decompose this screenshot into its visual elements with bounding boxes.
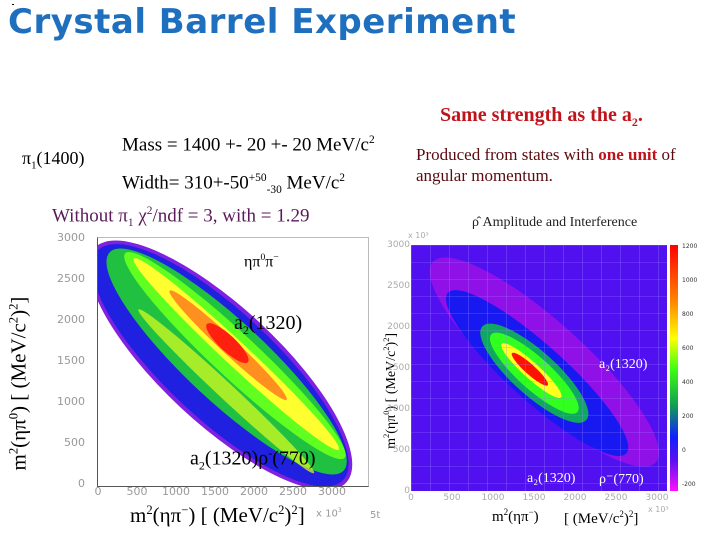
left-x-axis-label: m2(ηπ−) [ (MeV/c2)2] [130, 503, 305, 527]
x-tick: 2500 [279, 485, 307, 498]
left-dalitz-plot: m2(ηπ0) [ (MeV/c2)2] 3000 2500 2000 1500… [0, 225, 400, 540]
y-tick: 3000 [387, 240, 410, 250]
y-tick: 0 [78, 477, 85, 490]
colorbar-tick: 800 [682, 311, 694, 318]
headline-same-strength: Same strength as the a2. [440, 104, 643, 129]
left-y-axis-label: m2(ηπ0) [ (MeV/c2)2] [6, 296, 31, 471]
rho-annotation: ρ⁻(770) [599, 472, 644, 487]
colorbar [670, 245, 678, 491]
right-x-axis-label-right: [ (MeV/c2)2] [564, 509, 639, 527]
colorbar-tick: 1200 [682, 243, 698, 250]
y-tick: 1500 [57, 354, 85, 367]
y-tick: 500 [392, 445, 410, 455]
x-tick: 3000 [645, 493, 669, 503]
y-tick: 500 [64, 436, 85, 449]
x-tick: 2000 [240, 485, 268, 498]
x-tick: 1000 [481, 493, 505, 503]
right-amplitude-plot: ρ̂ Amplitude and Interference x 10³ m2(η… [380, 205, 720, 540]
particle-label: π1(1400) [22, 148, 85, 172]
x-scale-note: x 103 [316, 507, 342, 520]
a2-annotation-right: a₂(1320) [599, 357, 648, 372]
y-tick: 1000 [57, 395, 85, 408]
stray-mark [12, 4, 14, 5]
slide-title: Crystal Barrel Experiment [8, 2, 517, 42]
chi2-comparison: Without π1 χ2/ndf = 3, with = 1.29 [52, 205, 310, 230]
width-value: Width= 310+-50+50-30 MeV/c2 [122, 172, 345, 197]
right-plot-area: a₂(1320) a₂(1320) ρ⁻(770) [411, 245, 667, 491]
colorbar-tick: -200 [682, 481, 696, 488]
x-tick: 500 [126, 485, 148, 498]
y-scale-note: x 10³ [408, 231, 429, 240]
colorbar-tick: 400 [682, 379, 694, 386]
x-tick: 3000 [318, 485, 346, 498]
x-tick: 500 [443, 493, 461, 503]
y-tick: 3000 [57, 231, 85, 244]
y-tick: 2000 [57, 313, 85, 326]
colorbar-tick: 0 [682, 447, 686, 454]
left-plot-area: ηπ0π− a2(1320) a2(1320)ρ-(770) [88, 237, 369, 491]
y-tick: 1500 [387, 363, 410, 373]
x-tick: 0 [94, 485, 102, 498]
right-heatmap [411, 245, 667, 491]
x-tick: 1500 [522, 493, 546, 503]
a2-annotation-bottom: a₂(1320) [527, 471, 576, 486]
a2-rho-annotation: a2(1320)ρ-(770) [190, 446, 316, 473]
colorbar-tick: 200 [682, 413, 694, 420]
colorbar-tick: 1000 [682, 277, 698, 284]
channel-label: ηπ0π− [244, 252, 279, 271]
y-tick: 2500 [387, 281, 410, 291]
y-tick: 0 [404, 486, 410, 496]
x-tick: 2000 [563, 493, 587, 503]
x-scale-note: x 10³ [648, 505, 669, 514]
a2-annotation: a2(1320) [234, 312, 303, 337]
colorbar-tick: 600 [682, 345, 694, 352]
x-tick: 1000 [162, 485, 190, 498]
mass-value: Mass = 1400 +- 20 +- 20 MeV/c2 [122, 134, 375, 156]
produced-text: Produced from states with one unit of an… [416, 145, 676, 185]
x-tick: 0 [408, 493, 414, 503]
left-heatmap [88, 240, 353, 491]
footer-fragment: 5t [370, 510, 381, 521]
right-chart-title: ρ̂ Amplitude and Interference [472, 215, 638, 230]
y-tick: 2000 [387, 322, 410, 332]
right-x-axis-label-left: m2(ηπ−) [492, 507, 539, 525]
x-tick: 1500 [201, 485, 229, 498]
y-tick: 2500 [57, 272, 85, 285]
x-tick: 2500 [604, 493, 628, 503]
y-tick: 1000 [387, 404, 410, 414]
